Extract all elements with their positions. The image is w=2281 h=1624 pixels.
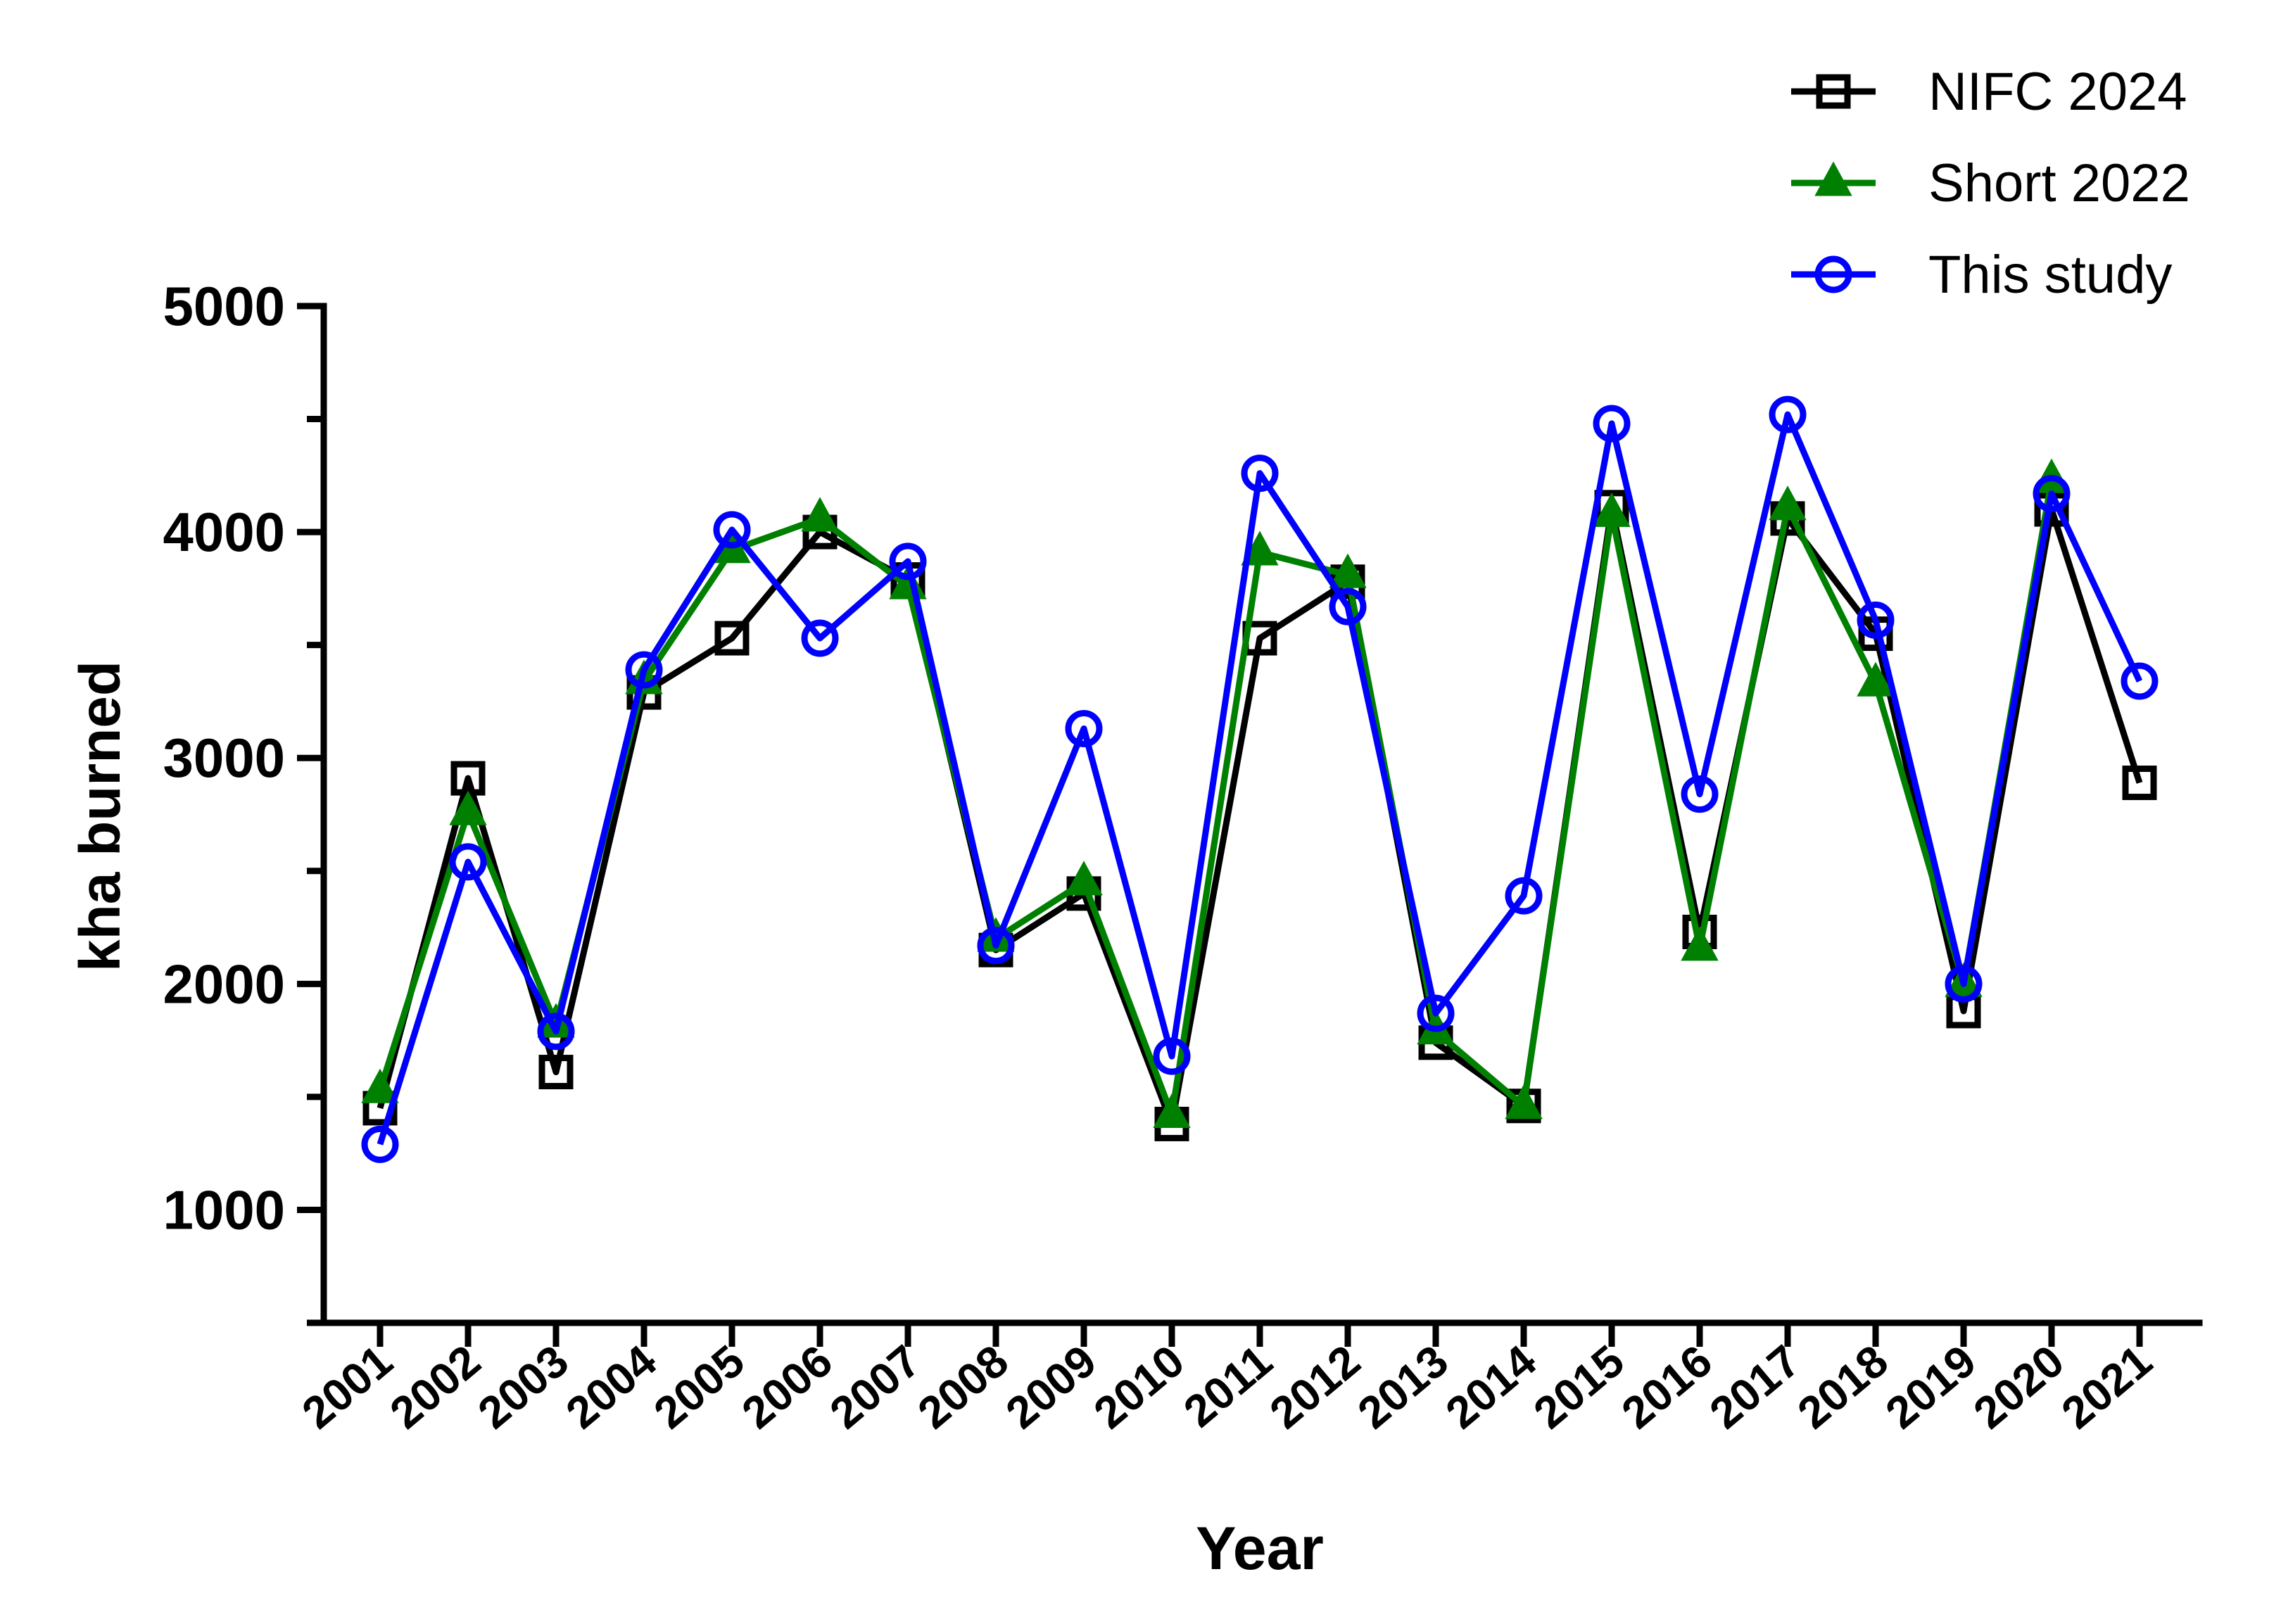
x-tick-label: 2019 — [1876, 1336, 1985, 1439]
series-nifc-2024 — [362, 490, 2157, 1141]
data-point-this-study — [1417, 994, 1455, 1032]
data-point-short-2022 — [1065, 861, 1103, 896]
y-tick-label: 3000 — [163, 727, 285, 789]
data-point-this-study — [1065, 709, 1103, 747]
x-tick-label: 2009 — [997, 1336, 1106, 1439]
data-point-short-2022 — [1857, 661, 1895, 697]
series-this-study — [361, 395, 2159, 1163]
x-tick-label: 2018 — [1788, 1336, 1897, 1439]
data-point-this-study — [537, 1013, 575, 1051]
x-tick-label: 2011 — [1174, 1336, 1282, 1437]
data-point-nifc-2024 — [2122, 766, 2157, 801]
legend-item-this-study: This study — [1791, 245, 2172, 305]
y-tick-label: 2000 — [163, 953, 285, 1015]
data-point-nifc-2024 — [538, 1055, 574, 1090]
data-point-this-study — [1593, 405, 1631, 443]
series-group — [361, 395, 2159, 1163]
x-tick-label: 2014 — [1436, 1335, 1546, 1438]
legend-marker-square — [1816, 74, 1851, 109]
data-point-this-study — [2033, 475, 2071, 513]
data-point-short-2022 — [1329, 553, 1367, 588]
data-point-this-study — [1153, 1037, 1191, 1075]
legend-marker-triangle — [1814, 161, 1852, 196]
x-tick-label: 2001 — [293, 1336, 402, 1439]
x-axis-title: Year — [1196, 1515, 1324, 1582]
series-line-short-2022 — [377, 479, 2055, 1119]
legend-label: Short 2022 — [1928, 153, 2190, 213]
y-tick-label: 4000 — [163, 501, 285, 563]
data-point-this-study — [1681, 775, 1719, 813]
data-point-nifc-2024 — [714, 621, 750, 656]
legend-label: NIFC 2024 — [1928, 62, 2187, 122]
legend-item-short-2022: Short 2022 — [1791, 153, 2190, 213]
x-tick-label: 2013 — [1348, 1336, 1458, 1439]
x-tick-label: 2003 — [469, 1336, 578, 1439]
y-tick-label: 1000 — [163, 1179, 285, 1241]
x-tick-label: 2004 — [557, 1335, 666, 1438]
y-axis-title: kha burned — [68, 661, 132, 972]
x-tick-label: 2021 — [2052, 1336, 2161, 1439]
data-point-short-2022 — [801, 497, 839, 532]
data-point-short-2022 — [1769, 486, 1807, 521]
data-point-this-study — [1769, 395, 1807, 433]
series-line-nifc-2024 — [377, 504, 2143, 1127]
legend-label: This study — [1928, 245, 2172, 305]
x-tick-label: 2017 — [1700, 1336, 1809, 1439]
series-line-this-study — [377, 411, 2143, 1146]
data-point-this-study — [977, 927, 1015, 965]
legend-marker-circle — [1814, 255, 1852, 293]
x-tick-label: 2020 — [1964, 1336, 2073, 1439]
data-point-short-2022 — [1681, 926, 1719, 961]
x-tick-label: 2010 — [1085, 1336, 1194, 1439]
data-point-short-2022 — [1593, 492, 1631, 527]
data-point-this-study — [1241, 455, 1279, 493]
x-tick-label: 2012 — [1260, 1336, 1370, 1439]
x-tick-label: 2005 — [645, 1336, 754, 1439]
data-point-short-2022 — [361, 1068, 399, 1103]
y-tick-label: 5000 — [163, 275, 285, 337]
x-tick-label: 2015 — [1524, 1336, 1634, 1439]
axes-group: 1000 2000 3000 4000 5000 20012002200320042005… — [163, 275, 2203, 1439]
data-point-short-2022 — [449, 790, 487, 825]
data-point-this-study — [1945, 965, 1983, 1003]
data-point-this-study — [361, 1125, 399, 1163]
legend: NIFC 2024 Short 2022 This study — [1791, 62, 2190, 305]
legend-item-nifc-2024: NIFC 2024 — [1791, 62, 2187, 122]
x-tick-label: 2006 — [733, 1336, 842, 1439]
data-point-this-study — [2121, 662, 2159, 700]
x-tick-label: 2002 — [381, 1336, 490, 1439]
data-point-this-study — [1857, 601, 1895, 639]
x-tick-label: 2016 — [1612, 1336, 1721, 1439]
data-point-this-study — [713, 511, 751, 549]
data-point-this-study — [1505, 877, 1543, 915]
data-point-this-study — [1329, 588, 1367, 626]
x-tick-label: 2007 — [821, 1336, 930, 1439]
data-point-short-2022 — [1505, 1084, 1543, 1119]
x-tick-label: 2008 — [909, 1336, 1018, 1439]
data-point-this-study — [889, 543, 927, 581]
data-point-this-study — [449, 843, 487, 881]
data-point-this-study — [625, 651, 663, 689]
data-point-short-2022 — [1153, 1093, 1191, 1129]
data-point-this-study — [801, 619, 839, 657]
